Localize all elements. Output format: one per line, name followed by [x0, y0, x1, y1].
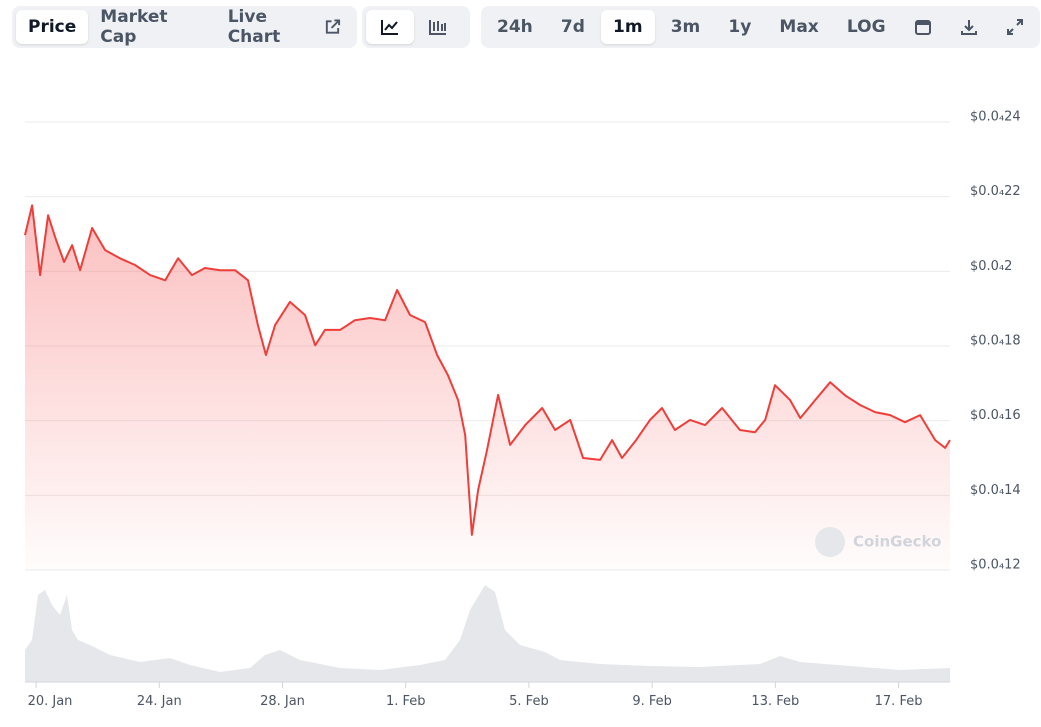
y-tick-label: $0.0₄18 — [970, 334, 1021, 349]
price-area — [25, 205, 950, 571]
x-tick-label: 20. Jan — [28, 694, 73, 709]
tab-label: Live Chart — [227, 7, 281, 47]
range[interactable]: 7d — [560, 17, 585, 37]
range[interactable]: LOG — [846, 17, 886, 37]
y-tick-label: $0.0₄16 — [970, 408, 1021, 423]
range-tabs: 24h 7d 1m 3m 1y Max LOG — [481, 6, 1040, 48]
watermark: CoinGecko — [815, 527, 941, 557]
calendar-icon — [914, 20, 931, 35]
line-icon — [381, 20, 398, 35]
chart-type-tabs — [362, 6, 470, 48]
tab[interactable]: Price — [16, 10, 89, 44]
tab[interactable]: Market Cap — [100, 7, 168, 47]
x-tick-label: 24. Jan — [137, 694, 182, 709]
range[interactable]: 1m — [601, 10, 655, 44]
x-tick-label: 5. Feb — [509, 694, 549, 709]
x-tick-label: 13. Feb — [751, 694, 799, 709]
external-icon — [325, 19, 341, 34]
y-tick-label: $0.0₄14 — [970, 483, 1021, 498]
download-icon — [960, 20, 977, 35]
range[interactable]: 3m — [670, 17, 701, 37]
x-tick-label: 9. Feb — [632, 694, 672, 709]
x-tick-label: 28. Jan — [260, 694, 305, 709]
calendar-button[interactable] — [902, 10, 944, 44]
y-tick-label: $0.0₄24 — [970, 110, 1021, 125]
price-line — [24, 204, 951, 536]
candle-icon — [429, 20, 446, 35]
range[interactable]: 1y — [728, 17, 752, 37]
view-tabs: Price Market Cap Live Chart — [12, 6, 357, 48]
volume-area — [25, 585, 950, 682]
range[interactable]: Max — [779, 17, 819, 37]
tab[interactable]: Live Chart — [216, 7, 353, 47]
y-tick-label: $0.0₄22 — [970, 184, 1021, 199]
download-button[interactable] — [948, 10, 990, 44]
x-tick-label: 17. Feb — [875, 694, 923, 709]
x-tick-label: 1. Feb — [386, 694, 426, 709]
fullscreen-icon — [1006, 19, 1023, 35]
y-tick-label: $0.0₄2 — [970, 259, 1012, 274]
y-tick-label: $0.0₄12 — [970, 558, 1021, 573]
range[interactable]: 24h — [497, 17, 533, 37]
candle-icon-button[interactable] — [414, 10, 462, 44]
line-icon-button[interactable] — [366, 10, 414, 44]
watermark-text: CoinGecko — [853, 533, 941, 551]
fullscreen-button[interactable] — [994, 10, 1036, 44]
